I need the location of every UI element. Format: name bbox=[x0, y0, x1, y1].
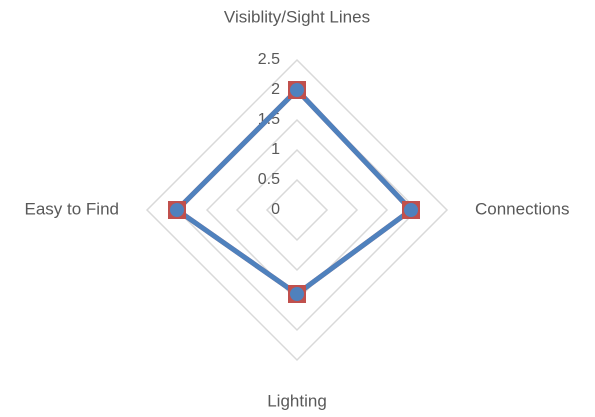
series-line bbox=[174, 87, 414, 297]
tick-label: 0.5 bbox=[258, 171, 280, 188]
tick-label: 2 bbox=[271, 81, 280, 98]
grid-ring bbox=[145, 58, 449, 362]
category-label: Lighting bbox=[267, 391, 327, 410]
series-line bbox=[174, 87, 414, 297]
marker bbox=[170, 203, 184, 217]
tick-label: 0 bbox=[271, 201, 280, 218]
tick-label: 1 bbox=[271, 141, 280, 158]
marker bbox=[290, 83, 304, 97]
category-label: Easy to Find bbox=[25, 199, 120, 218]
category-label: Connections bbox=[475, 199, 570, 218]
grid-ring bbox=[265, 178, 329, 242]
grid-ring bbox=[205, 118, 389, 302]
tick-label: 2.5 bbox=[258, 51, 280, 68]
category-label: Visiblity/Sight Lines bbox=[224, 7, 370, 26]
marker bbox=[404, 203, 418, 217]
grid-ring bbox=[235, 148, 359, 272]
marker bbox=[290, 287, 304, 301]
